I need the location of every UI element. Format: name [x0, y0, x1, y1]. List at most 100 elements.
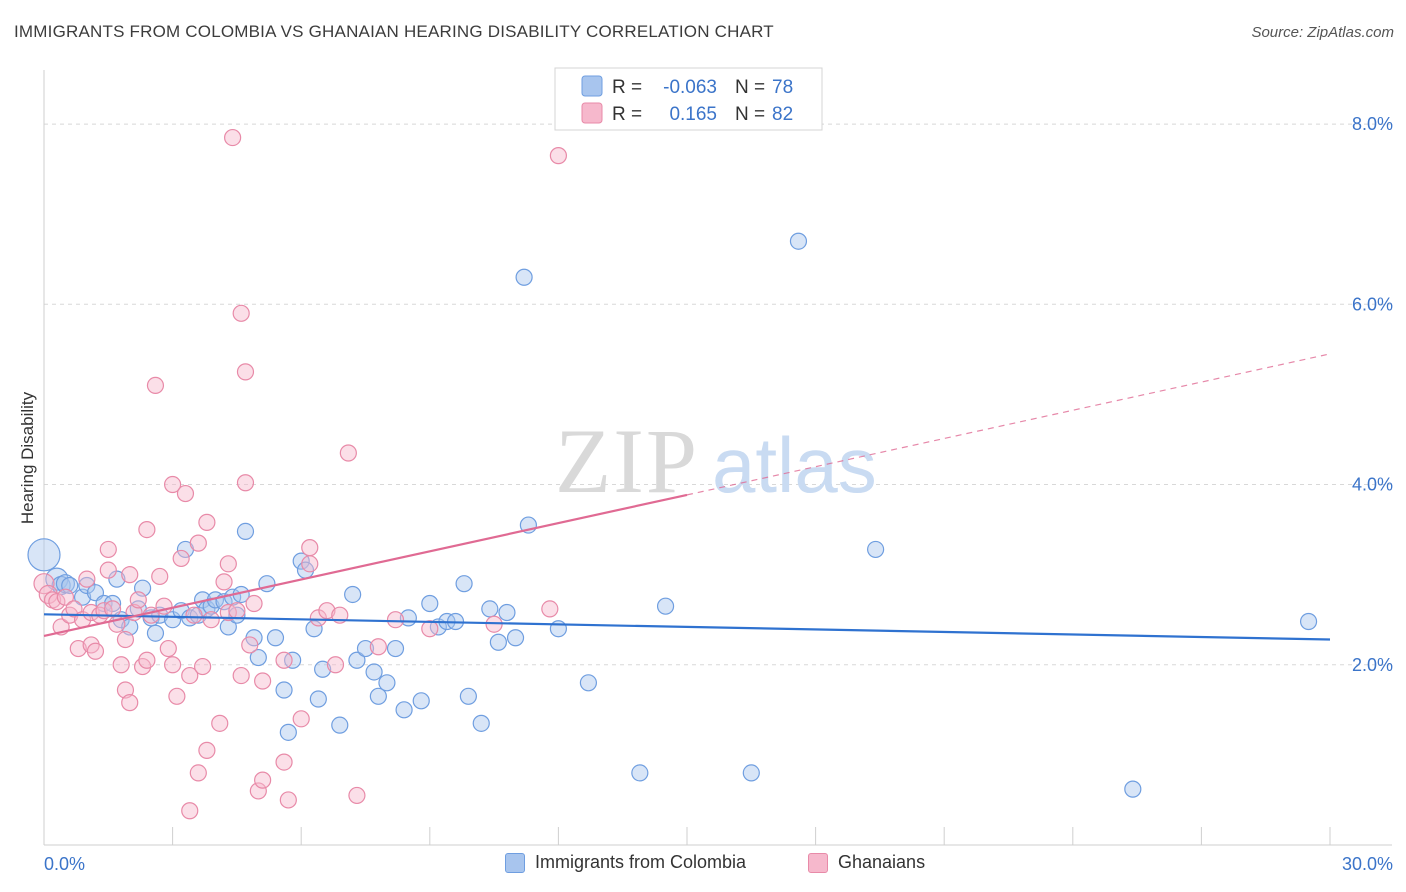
point-ghanaians [56, 588, 75, 606]
point-colombia [266, 629, 285, 647]
legend-n-value: 82 [772, 104, 793, 125]
y-tick-label: 8.0% [1352, 114, 1393, 134]
series-legend: Immigrants from Colombia Ghanaians [0, 848, 1406, 882]
point-ghanaians [292, 710, 310, 728]
point-ghanaians [112, 656, 130, 674]
point-colombia [515, 268, 533, 286]
point-ghanaians [219, 603, 237, 622]
point-ghanaians [48, 593, 66, 611]
point-colombia [275, 681, 293, 699]
point-ghanaians [254, 672, 272, 690]
point-ghanaians [159, 639, 177, 658]
point-colombia [369, 687, 387, 705]
point-ghanaians [189, 534, 207, 552]
point-colombia [867, 540, 885, 559]
chart-title: IMMIGRANTS FROM COLOMBIA VS GHANAIAN HEA… [14, 22, 774, 41]
y-tick-label: 6.0% [1352, 294, 1393, 314]
point-ghanaians [168, 687, 186, 705]
point-ghanaians [309, 609, 327, 627]
point-colombia [459, 687, 477, 705]
point-ghanaians [421, 620, 439, 638]
point-colombia [412, 692, 430, 710]
series-ghanaians-points [33, 128, 568, 820]
point-colombia [309, 690, 327, 708]
watermark: ZIP atlas [555, 410, 877, 512]
point-ghanaians [279, 791, 297, 809]
point-colombia [78, 576, 96, 595]
point-ghanaians [549, 147, 568, 165]
point-ghanaians [301, 539, 319, 557]
point-colombia [656, 597, 675, 615]
legend-r-label: R = [612, 104, 642, 125]
point-colombia [356, 639, 375, 658]
point-colombia [395, 701, 413, 719]
point-ghanaians [164, 475, 182, 494]
point-ghanaians [215, 573, 233, 591]
point-ghanaians [185, 606, 203, 624]
x-tick-label-max: 30.0% [1342, 854, 1393, 874]
point-colombia [506, 629, 525, 647]
legend-item-colombia[interactable]: Immigrants from Colombia [505, 852, 746, 873]
point-colombia [742, 764, 760, 782]
legend-swatch-blue [505, 852, 525, 873]
point-colombia [314, 660, 332, 678]
point-ghanaians [189, 764, 207, 782]
point-colombia [579, 674, 598, 692]
point-colombia [331, 716, 349, 734]
point-ghanaians [301, 555, 319, 573]
y-axis-label: Hearing Disability [18, 391, 37, 524]
point-colombia [386, 639, 405, 658]
point-ghanaians [275, 651, 293, 669]
point-ghanaians [69, 639, 87, 658]
legend-label-ghanaians: Ghanaians [838, 852, 926, 872]
point-colombia [146, 624, 165, 642]
correlation-legend: R = -0.063 N = 78 R = 0.165 N = 82 [554, 67, 823, 131]
point-ghanaians [236, 363, 255, 381]
legend-r-value: 0.165 [669, 104, 717, 125]
point-ghanaians [348, 786, 366, 805]
watermark-atlas: atlas [712, 421, 877, 509]
legend-r-label: R = [612, 77, 642, 98]
point-ghanaians [164, 656, 182, 674]
tick-labels: 2.0% 4.0% 6.0% 8.0% 0.0% 30.0% Hearing Disabil… [18, 114, 1393, 874]
grid-lines [44, 123, 1392, 666]
point-ghanaians [232, 666, 250, 685]
point-colombia [631, 764, 649, 782]
legend-r-value: -0.063 [663, 77, 717, 98]
point-colombia [279, 723, 297, 741]
point-ghanaians [386, 611, 405, 629]
point-ghanaians [181, 666, 199, 685]
point-colombia [1299, 612, 1318, 631]
point-colombia [549, 620, 568, 638]
point-ghanaians [116, 630, 135, 649]
point-ghanaians [86, 642, 105, 660]
point-colombia [489, 633, 507, 651]
point-colombia [455, 575, 473, 593]
point-ghanaians [129, 591, 147, 609]
point-ghanaians [224, 128, 242, 147]
point-colombia [481, 600, 499, 618]
point-colombia [249, 648, 267, 667]
point-ghanaians [202, 611, 220, 629]
point-colombia [348, 651, 366, 669]
point-colombia [27, 538, 61, 572]
point-ghanaians [146, 376, 165, 395]
point-ghanaians [181, 802, 199, 820]
point-colombia [498, 603, 516, 622]
legend-label-colombia: Immigrants from Colombia [535, 852, 747, 872]
point-colombia [344, 585, 362, 604]
trend-line-colombia [43, 613, 1331, 641]
point-colombia [472, 714, 490, 732]
legend-item-ghanaians[interactable]: Ghanaians [808, 852, 925, 873]
point-ghanaians [326, 656, 345, 674]
point-colombia [305, 620, 323, 638]
point-colombia [236, 522, 255, 540]
series-colombia-points [27, 232, 1318, 798]
point-ghanaians [176, 484, 195, 503]
point-ghanaians [275, 753, 293, 771]
point-ghanaians [245, 594, 263, 613]
point-ghanaians [241, 636, 259, 654]
trend-lines [43, 353, 1331, 641]
legend-swatch [581, 75, 603, 97]
